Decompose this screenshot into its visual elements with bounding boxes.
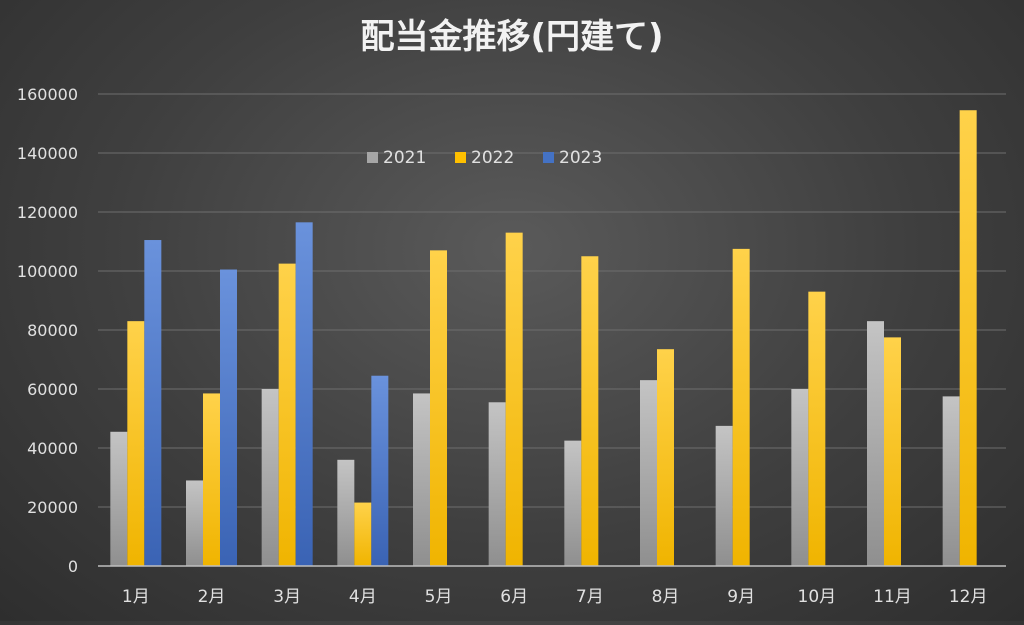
bar-2023-1 bbox=[144, 240, 162, 566]
bar-2022-5 bbox=[430, 250, 447, 566]
y-tick-label: 40000 bbox=[27, 439, 78, 458]
x-tick-label: 7月 bbox=[576, 587, 604, 607]
bar-2021-5 bbox=[413, 393, 430, 566]
bar-2021-12 bbox=[942, 396, 960, 566]
bar-2022-6 bbox=[505, 232, 523, 566]
legend-swatch-2021 bbox=[367, 152, 378, 163]
x-tick-label: 8月 bbox=[652, 587, 680, 607]
legend: 2021 2022 2023 bbox=[367, 148, 602, 168]
x-tick-label: 6月 bbox=[500, 587, 528, 607]
bar-2022-9 bbox=[732, 248, 750, 566]
bar-2021-1 bbox=[110, 431, 128, 566]
bar-2021-3 bbox=[261, 389, 279, 566]
bar-2022-4 bbox=[354, 502, 372, 566]
bar-2021-10 bbox=[791, 389, 809, 566]
x-axis-tick-labels: 1月 2月 3月 4月 5月 6月 7月 8月 9月 10月 11月 12月 bbox=[122, 587, 988, 607]
bar-2021-2 bbox=[186, 480, 203, 566]
x-tick-label: 4月 bbox=[349, 587, 377, 607]
bar-2022-7 bbox=[581, 256, 599, 566]
bars bbox=[110, 110, 977, 566]
legend-label-2023: 2023 bbox=[559, 148, 602, 168]
y-axis-tick-labels: 0 20000 40000 60000 80000 100000 120000 140000 1… bbox=[17, 85, 78, 576]
gridlines bbox=[98, 93, 1006, 508]
legend-label-2021: 2021 bbox=[383, 148, 426, 168]
legend-swatch-2023 bbox=[543, 152, 554, 163]
bar-2022-1 bbox=[127, 321, 145, 566]
bar-2021-6 bbox=[488, 402, 506, 566]
bar-2023-3 bbox=[295, 222, 313, 566]
y-tick-label: 100000 bbox=[17, 262, 78, 281]
bar-2022-11 bbox=[884, 337, 901, 566]
x-tick-label: 12月 bbox=[949, 587, 988, 607]
bar-2021-9 bbox=[715, 425, 733, 566]
bar-2022-12 bbox=[959, 110, 977, 566]
x-tick-label: 10月 bbox=[798, 587, 837, 607]
y-tick-label: 120000 bbox=[17, 203, 78, 222]
bar-2022-3 bbox=[278, 263, 296, 566]
x-tick-label: 1月 bbox=[122, 587, 150, 607]
y-tick-label: 20000 bbox=[27, 498, 78, 517]
x-tick-label: 5月 bbox=[425, 587, 453, 607]
x-tick-label: 3月 bbox=[273, 587, 301, 607]
x-tick-label: 2月 bbox=[198, 587, 226, 607]
y-tick-label: 140000 bbox=[17, 144, 78, 163]
x-tick-label: 9月 bbox=[727, 587, 755, 607]
legend-label-2022: 2022 bbox=[471, 148, 514, 168]
x-tick-label: 11月 bbox=[873, 587, 912, 607]
bar-2022-2 bbox=[203, 393, 220, 566]
bar-2023-4 bbox=[371, 375, 389, 566]
y-tick-label: 0 bbox=[68, 557, 78, 576]
bar-2022-8 bbox=[657, 349, 674, 566]
bar-2021-7 bbox=[564, 440, 582, 566]
bar-2023-2 bbox=[220, 269, 237, 566]
bar-2021-4 bbox=[337, 459, 355, 566]
bar-2022-10 bbox=[808, 291, 826, 566]
y-tick-label: 60000 bbox=[27, 380, 78, 399]
y-tick-label: 160000 bbox=[17, 85, 78, 104]
chart-title: 配当金推移(円建て) bbox=[360, 17, 663, 57]
bar-2021-11 bbox=[867, 321, 884, 566]
y-tick-label: 80000 bbox=[27, 321, 78, 340]
bar-2021-8 bbox=[640, 380, 657, 566]
legend-swatch-2022 bbox=[455, 152, 466, 163]
